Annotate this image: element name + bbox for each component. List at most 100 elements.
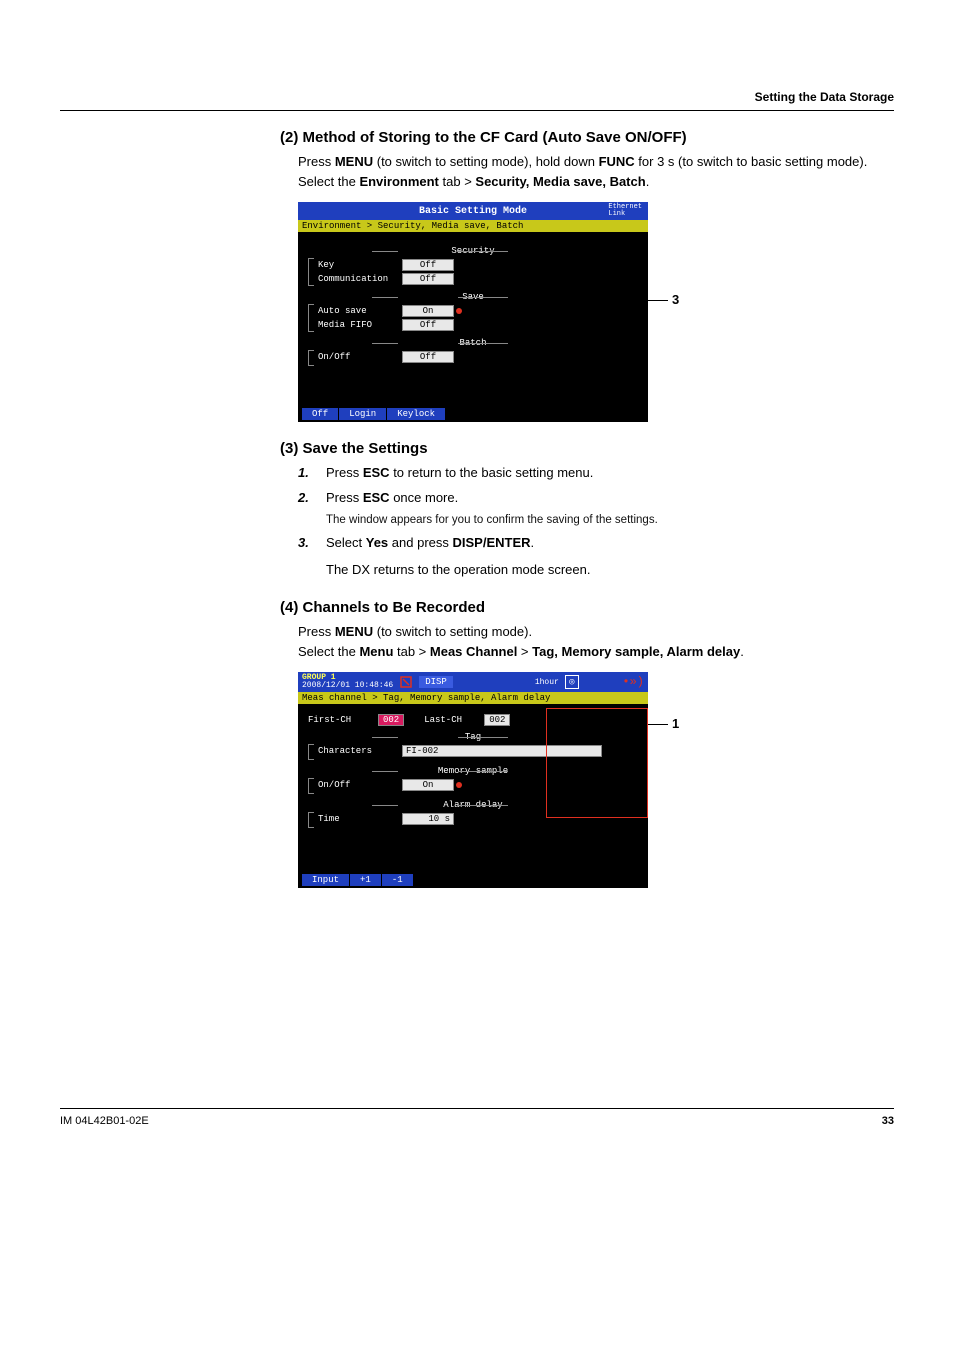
t: Yes xyxy=(366,535,388,550)
lastch-label: Last-CH xyxy=(424,715,472,725)
autosave-label: Auto save xyxy=(318,306,402,316)
memsample-value[interactable]: On xyxy=(402,779,454,791)
footer-btn-keylock[interactable]: Keylock xyxy=(387,408,446,420)
autosave-value[interactable]: On xyxy=(402,305,454,317)
group-security: Security xyxy=(308,246,638,256)
firstch-label: First-CH xyxy=(308,715,366,725)
t: ESC xyxy=(363,490,390,505)
breadcrumb: Environment > Security, Media save, Batc… xyxy=(298,220,648,232)
batch-value[interactable]: Off xyxy=(402,351,454,363)
t: Select the xyxy=(298,174,359,189)
key-label: Key xyxy=(318,260,402,270)
t: Environment xyxy=(359,174,438,189)
fifo-value[interactable]: Off xyxy=(402,319,454,331)
t: Press xyxy=(326,490,363,505)
footer-btn-off[interactable]: Off xyxy=(302,408,339,420)
footer-btn-plus1[interactable]: +1 xyxy=(350,874,382,886)
t: ESC xyxy=(363,465,390,480)
callout-number-3: 3 xyxy=(672,292,679,307)
t: for 3 s (to switch to basic setting mode… xyxy=(635,154,868,169)
disp-label[interactable]: DISP xyxy=(419,676,453,688)
bracket xyxy=(308,350,314,366)
t: (to switch to setting mode). xyxy=(373,624,532,639)
disk-icon: ◎ xyxy=(565,675,579,689)
t: > xyxy=(517,644,532,659)
t: DISP/ENTER xyxy=(453,535,531,550)
footer-btn-input[interactable]: Input xyxy=(302,874,350,886)
alarm-icon xyxy=(399,675,413,689)
footer-btn-login[interactable]: Login xyxy=(339,408,387,420)
sound-icon: •») xyxy=(622,675,644,689)
t: Alarm delay xyxy=(437,800,508,810)
eth-indicator: Ethernet Link xyxy=(608,204,642,219)
memsample-label: On/Off xyxy=(318,780,402,790)
bracket xyxy=(308,304,314,332)
t: MENU xyxy=(335,154,373,169)
step-3-sub: The DX returns to the operation mode scr… xyxy=(326,560,894,581)
lastch-value[interactable]: 002 xyxy=(484,714,510,726)
sec4-body: Press MENU (to switch to setting mode). … xyxy=(298,622,894,662)
breadcrumb: Meas channel > Tag, Memory sample, Alarm… xyxy=(298,692,648,704)
timestamp: 2008/12/01 10:48:46 xyxy=(302,681,393,690)
comm-value[interactable]: Off xyxy=(402,273,454,285)
callout-line xyxy=(458,300,668,301)
cursor-dot xyxy=(456,308,462,314)
footer-buttons: Off Login Keylock xyxy=(298,406,648,422)
footer-buttons: Input +1 -1 xyxy=(298,872,648,888)
t: Security xyxy=(445,246,500,256)
t: Select xyxy=(326,535,366,550)
t: Menu xyxy=(359,644,393,659)
screenshot2-wrap: GROUP 1 2008/12/01 10:48:46 DISP 1hour ◎… xyxy=(298,672,894,888)
sec4-heading: (4) Channels to Be Recorded xyxy=(280,599,894,616)
group-name: GROUP 1 2008/12/01 10:48:46 xyxy=(302,674,393,691)
t: Batch xyxy=(453,338,492,348)
sec2-heading: (2) Method of Storing to the CF Card (Au… xyxy=(280,129,894,146)
t: . xyxy=(646,174,650,189)
t: Press xyxy=(298,624,335,639)
t: . xyxy=(531,535,535,550)
group-tag: Tag xyxy=(308,732,638,742)
alarmdelay-value[interactable]: 10 s xyxy=(402,813,454,825)
group-batch: Batch xyxy=(308,338,638,348)
screenshot1: Basic Setting Mode Ethernet Link Environ… xyxy=(298,202,648,422)
bracket xyxy=(308,744,314,760)
step-num-1: 1. xyxy=(298,463,314,484)
callout-line xyxy=(548,724,668,725)
t: Press xyxy=(298,154,335,169)
t: and press xyxy=(388,535,452,550)
callout-number-1: 1 xyxy=(672,716,679,731)
cursor-dot xyxy=(456,782,462,788)
titlebar: Basic Setting Mode Ethernet Link xyxy=(298,202,648,220)
footer-btn-minus1[interactable]: -1 xyxy=(382,874,414,886)
t: Meas Channel xyxy=(430,644,517,659)
t: (to switch to setting mode), hold down xyxy=(373,154,598,169)
t: FUNC xyxy=(599,154,635,169)
alarmdelay-label: Time xyxy=(318,814,402,824)
group-alarmdelay: Alarm delay xyxy=(308,800,638,810)
step-2-sub: The window appears for you to confirm th… xyxy=(326,511,894,529)
sec3-heading: (3) Save the Settings xyxy=(280,440,894,457)
screenshot2: GROUP 1 2008/12/01 10:48:46 DISP 1hour ◎… xyxy=(298,672,648,888)
t: . xyxy=(740,644,744,659)
t: to return to the basic setting menu. xyxy=(390,465,594,480)
step-2: Press ESC once more. The window appears … xyxy=(326,488,894,529)
firstch-value[interactable]: 002 xyxy=(378,714,404,726)
step-3: Select Yes and press DISP/ENTER. The DX … xyxy=(326,533,894,581)
page-number: 33 xyxy=(882,1115,894,1127)
step-num-3: 3. xyxy=(298,533,314,581)
t: tab > xyxy=(439,174,476,189)
t: Security, Media save, Batch xyxy=(475,174,645,189)
t: Memory sample xyxy=(432,766,514,776)
step-1: Press ESC to return to the basic setting… xyxy=(326,463,894,484)
comm-label: Communication xyxy=(318,274,402,284)
duration: 1hour xyxy=(535,678,559,687)
t: MENU xyxy=(335,624,373,639)
section-header: Setting the Data Storage xyxy=(60,90,894,111)
t: once more. xyxy=(390,490,459,505)
t: tab > xyxy=(393,644,430,659)
t: Select the xyxy=(298,644,359,659)
t: Tag, Memory sample, Alarm delay xyxy=(532,644,740,659)
bracket xyxy=(308,778,314,794)
chars-value[interactable]: FI-002 xyxy=(402,745,602,757)
key-value[interactable]: Off xyxy=(402,259,454,271)
